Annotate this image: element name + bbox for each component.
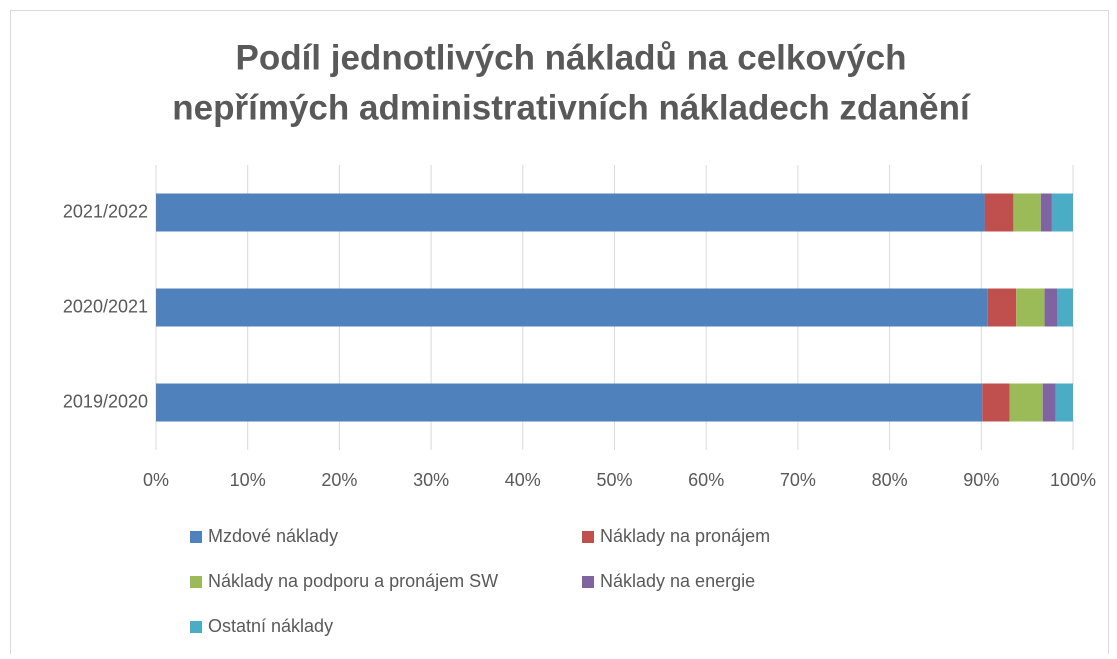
x-tick-label: 50% (596, 470, 632, 490)
legend-swatch (190, 576, 202, 588)
bar-segment (156, 288, 988, 327)
bar-segment (982, 383, 1010, 422)
bar-segment (1042, 383, 1056, 422)
x-tick-label: 40% (505, 470, 541, 490)
legend-label: Náklady na energie (600, 571, 755, 591)
legend-label: Mzdové náklady (208, 526, 338, 546)
y-tick-label: 2020/2021 (63, 296, 148, 316)
legend-swatch (582, 531, 594, 543)
legend-label: Ostatní náklady (208, 616, 333, 636)
legend-swatch (190, 531, 202, 543)
bar-segment (1044, 288, 1058, 327)
bar-segment (1016, 288, 1045, 327)
y-tick-label: 2021/2022 (63, 201, 148, 221)
x-tick-label: 70% (780, 470, 816, 490)
bar-segment (987, 288, 1017, 327)
x-tick-label: 90% (963, 470, 999, 490)
legend-label: Náklady na pronájem (600, 526, 770, 546)
chart-title: Podíl jednotlivých nákladů na celkových (235, 38, 906, 77)
x-tick-label: 0% (143, 470, 169, 490)
bar-segment (1009, 383, 1043, 422)
bar-segment (1055, 383, 1073, 422)
legend-swatch (582, 576, 594, 588)
bar-segment (1013, 193, 1041, 232)
bar-segment (1040, 193, 1052, 232)
legend-label: Náklady na podporu a pronájem SW (208, 571, 498, 591)
bar-segment (156, 193, 985, 232)
x-tick-label: 20% (321, 470, 357, 490)
bar-segment (156, 383, 983, 422)
y-tick-label: 2019/2020 (63, 391, 148, 411)
x-tick-label: 80% (872, 470, 908, 490)
x-tick-label: 30% (413, 470, 449, 490)
bar-segment (1051, 193, 1073, 232)
bar-segment (1057, 288, 1073, 327)
bar-segment (984, 193, 1014, 232)
chart-frame (10, 10, 1109, 659)
x-tick-label: 10% (230, 470, 266, 490)
x-tick-label: 100% (1050, 470, 1096, 490)
legend-swatch (190, 621, 202, 633)
chart-title: nepřímých administrativních nákladech zd… (172, 88, 971, 127)
x-tick-label: 60% (688, 470, 724, 490)
